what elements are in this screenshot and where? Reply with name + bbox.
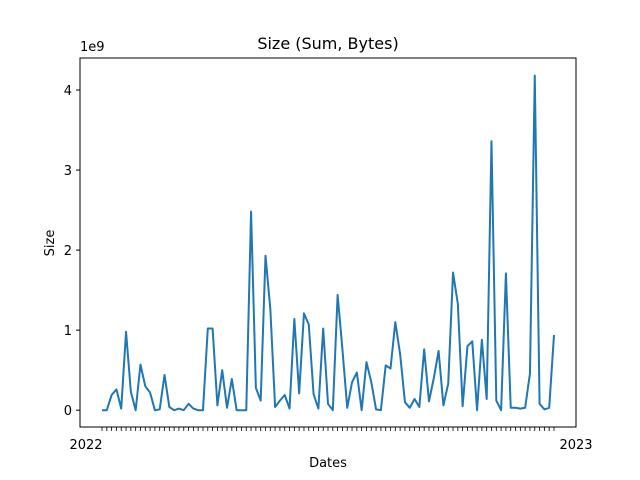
y-axis-ticks: 0 1 2 3 4 xyxy=(64,84,80,419)
x-axis-ticks xyxy=(101,427,555,431)
y-tick-label: 3 xyxy=(64,164,72,179)
x-axis-title: Dates xyxy=(309,456,347,471)
y-multiplier-label: 1e9 xyxy=(80,40,105,55)
y-tick-label: 4 xyxy=(64,84,72,99)
x-tick-label-last: 2023 xyxy=(559,438,592,453)
y-tick-label: 2 xyxy=(64,244,72,259)
axes-frame xyxy=(79,57,577,428)
series-line xyxy=(102,74,555,412)
plot-area xyxy=(102,74,555,412)
x-tick-label-first: 2022 xyxy=(69,438,102,453)
y-tick-label: 0 xyxy=(64,404,72,419)
y-tick-label: 1 xyxy=(64,324,72,339)
chart-title: Size (Sum, Bytes) xyxy=(257,34,398,53)
y-axis-title: Size xyxy=(43,230,58,257)
